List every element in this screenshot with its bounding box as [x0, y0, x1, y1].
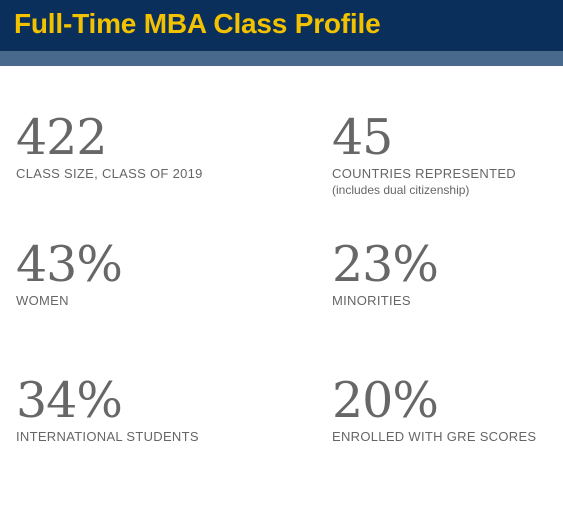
stat-value: 43% [16, 236, 123, 293]
stat-label: INTERNATIONAL STUDENTS [16, 429, 199, 444]
stat-women: 43% WOMEN [16, 240, 276, 308]
accent-band [0, 51, 563, 66]
stat-gre: 20% ENROLLED WITH GRE SCORES [332, 376, 563, 444]
stat-class-size: 422 CLASS SIZE, CLASS OF 2019 [16, 113, 276, 181]
stat-note: (includes dual citizenship) [332, 183, 470, 197]
stat-international: 34% INTERNATIONAL STUDENTS [16, 376, 276, 444]
stat-value: 45 [332, 109, 393, 166]
stat-label: ENROLLED WITH GRE SCORES [332, 429, 537, 444]
stat-value: 20% [332, 372, 439, 429]
stat-value: 422 [16, 109, 108, 166]
stat-value: 23% [332, 236, 439, 293]
stats-grid: 422 CLASS SIZE, CLASS OF 2019 45 COUNTRI… [0, 66, 563, 507]
stat-countries: 45 COUNTRIES REPRESENTED (includes dual … [332, 113, 563, 197]
stat-label: COUNTRIES REPRESENTED [332, 166, 516, 181]
stat-label: MINORITIES [332, 293, 411, 308]
stat-minorities: 23% MINORITIES [332, 240, 563, 308]
header-bar: Full-Time MBA Class Profile [0, 0, 563, 51]
stat-value: 34% [16, 372, 123, 429]
stat-label: CLASS SIZE, CLASS OF 2019 [16, 166, 203, 181]
stat-label: WOMEN [16, 293, 69, 308]
page-title: Full-Time MBA Class Profile [14, 8, 381, 39]
